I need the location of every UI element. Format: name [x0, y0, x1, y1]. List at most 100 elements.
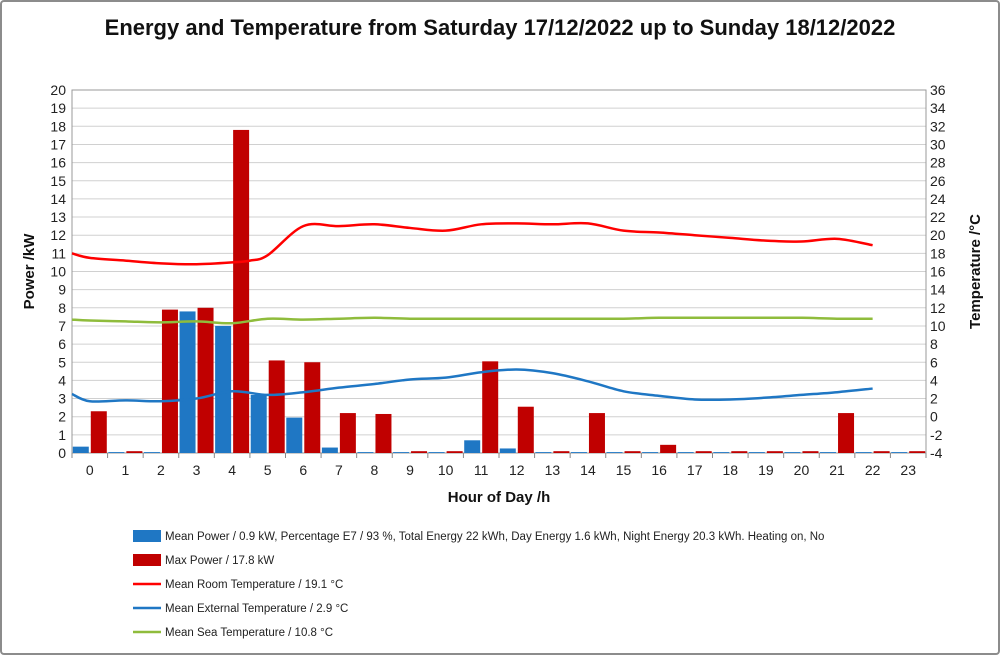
x-tick-label: 22	[865, 462, 881, 478]
y2-tick-label: -2	[930, 427, 943, 443]
bar-mean-power	[784, 452, 801, 453]
x-tick-label: 6	[299, 462, 307, 478]
y-axis-title: Power /kW	[21, 233, 38, 310]
y-tick-label: 20	[50, 82, 66, 98]
x-tick-label: 5	[264, 462, 272, 478]
bar-max-power	[411, 451, 428, 453]
bar-mean-power	[143, 452, 160, 453]
x-tick-label: 18	[723, 462, 739, 478]
bar-mean-power	[72, 446, 89, 453]
y-tick-label: 15	[50, 173, 66, 189]
x-tick-label: 14	[580, 462, 596, 478]
y-tick-label: 18	[50, 118, 66, 134]
bar-max-power	[304, 362, 321, 453]
legend-label: Mean Sea Temperature / 10.8 °C	[165, 627, 333, 639]
y2-tick-label: 22	[930, 209, 946, 225]
bar-mean-power	[357, 452, 374, 453]
bar-max-power	[802, 451, 819, 453]
x-tick-label: 2	[157, 462, 165, 478]
bar-max-power	[517, 406, 534, 453]
bar-mean-power	[499, 448, 516, 453]
legend-label: Mean Room Temperature / 19.1 °C	[165, 579, 343, 591]
x-tick-label: 15	[616, 462, 632, 478]
bar-mean-power	[748, 452, 765, 453]
bar-mean-power	[677, 452, 694, 453]
x-tick-label: 7	[335, 462, 343, 478]
y2-tick-label: -4	[930, 445, 943, 461]
y-tick-label: 0	[58, 445, 66, 461]
x-tick-label: 20	[794, 462, 810, 478]
bar-max-power	[446, 451, 463, 453]
bar-max-power	[553, 451, 570, 453]
bar-mean-power	[535, 452, 552, 453]
y-tick-label: 1	[58, 427, 66, 443]
bar-mean-power	[855, 452, 872, 453]
x-tick-label: 9	[406, 462, 414, 478]
bar-mean-power	[642, 452, 659, 453]
y-tick-label: 14	[50, 191, 66, 207]
bar-mean-power	[215, 325, 232, 453]
y-tick-label: 5	[58, 354, 66, 370]
y2-tick-label: 16	[930, 264, 946, 280]
x-tick-label: 17	[687, 462, 703, 478]
y2-tick-label: 4	[930, 372, 938, 388]
x-tick-label: 4	[228, 462, 236, 478]
y2-tick-label: 2	[930, 391, 938, 407]
bar-max-power	[588, 413, 605, 453]
y2-tick-label: 18	[930, 245, 946, 261]
legend-label: Max Power / 17.8 kW	[165, 555, 274, 567]
bar-max-power	[766, 451, 783, 453]
bar-max-power	[482, 361, 499, 453]
bar-max-power	[909, 451, 926, 453]
bar-mean-power	[108, 452, 125, 453]
x-tick-label: 12	[509, 462, 525, 478]
bar-max-power	[660, 444, 677, 453]
y-tick-label: 12	[50, 227, 66, 243]
bar-max-power	[375, 413, 392, 453]
x-tick-label: 11	[474, 462, 489, 478]
bar-mean-power	[606, 452, 623, 453]
line-sea-temperature	[71, 316, 873, 325]
y-tick-label: 16	[50, 155, 66, 171]
y-tick-label: 17	[50, 136, 66, 152]
bar-max-power	[197, 307, 214, 453]
y2-tick-label: 32	[930, 118, 946, 134]
x-tick-label: 13	[545, 462, 561, 478]
y2-tick-label: 0	[930, 409, 938, 425]
y2-tick-label: 30	[930, 136, 946, 152]
legend-label: Mean Power / 0.9 kW, Percentage E7 / 93 …	[165, 531, 824, 543]
y2-axis-title: Temperature /°C	[967, 214, 984, 329]
x-tick-label: 1	[121, 462, 129, 478]
x-tick-label: 0	[86, 462, 94, 478]
bar-max-power	[873, 451, 890, 453]
y2-tick-label: 36	[930, 82, 946, 98]
bar-max-power	[90, 411, 107, 453]
y-tick-label: 2	[58, 409, 66, 425]
y2-tick-label: 10	[930, 318, 946, 334]
bar-max-power	[268, 360, 285, 453]
bar-mean-power	[713, 452, 730, 453]
bar-max-power	[838, 413, 855, 453]
bar-mean-power	[286, 417, 303, 453]
bar-mean-power	[393, 452, 410, 453]
bar-max-power	[731, 451, 748, 453]
x-tick-label: 16	[651, 462, 667, 478]
legend-label: Mean External Temperature / 2.9 °C	[165, 603, 348, 615]
y-tick-label: 10	[50, 264, 66, 280]
bar-mean-power	[321, 447, 338, 453]
line-room-temperature	[71, 221, 873, 266]
y2-tick-label: 12	[930, 300, 946, 316]
bar-mean-power	[820, 452, 837, 453]
y2-tick-label: 26	[930, 173, 946, 189]
y2-tick-label: 34	[930, 100, 946, 116]
y-tick-label: 4	[58, 372, 66, 388]
bar-max-power	[624, 451, 641, 453]
y-tick-label: 11	[51, 245, 66, 261]
chart-title: Energy and Temperature from Saturday 17/…	[104, 15, 896, 40]
y2-tick-label: 8	[930, 336, 938, 352]
y-tick-label: 3	[58, 391, 66, 407]
bar-mean-power	[570, 452, 587, 453]
bar-mean-power	[891, 452, 908, 453]
x-tick-label: 19	[758, 462, 774, 478]
